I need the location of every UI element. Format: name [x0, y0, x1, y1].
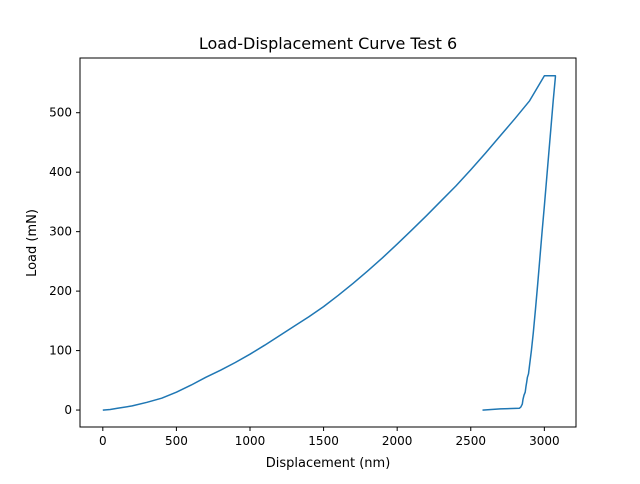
- x-tick-label: 3000: [529, 434, 560, 448]
- y-tick-label: 500: [49, 106, 72, 120]
- series-line-0: [102, 75, 557, 411]
- x-tick-label: 1000: [235, 434, 266, 448]
- y-tick-label: 200: [49, 284, 72, 298]
- x-axis-ticks: 0 500 1000 1500 2000 2500 3000: [99, 427, 560, 448]
- y-tick-label: 300: [49, 225, 72, 239]
- y-axis-label: Load (mN): [25, 209, 40, 277]
- plot-area: [102, 75, 557, 411]
- x-tick-label: 2500: [455, 434, 486, 448]
- x-tick-label: 2000: [382, 434, 413, 448]
- x-tick-label: 1500: [308, 434, 339, 448]
- axes-frame: [79, 57, 577, 428]
- x-axis-label: Displacement (nm): [266, 456, 391, 471]
- x-tick-label: 0: [99, 434, 107, 448]
- y-tick-label: 400: [49, 165, 72, 179]
- chart-title: Load-Displacement Curve Test 6: [199, 34, 457, 53]
- x-tick-label: 500: [165, 434, 188, 448]
- y-tick-label: 100: [49, 344, 72, 358]
- y-axis-ticks: 0 100 200 300 400 500: [49, 106, 80, 417]
- y-tick-label: 0: [64, 403, 72, 417]
